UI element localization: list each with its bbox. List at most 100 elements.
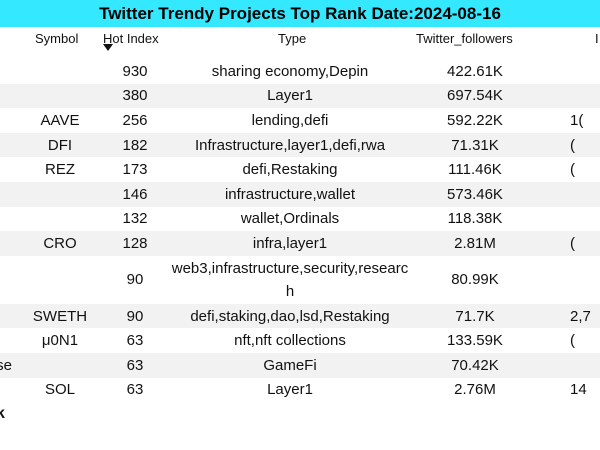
cell-hot-index: 128 [122,234,148,252]
cell-hot-index: 173 [122,161,148,179]
cell-symbol [20,182,100,207]
cell-type: Infrastructure,layer1,defi,rwa [194,136,386,154]
cell-name [0,207,12,232]
cell-symbol: μ0N1 [41,332,79,350]
cell-twitter-followers: 2.81M [454,234,496,252]
cell-name [0,256,12,304]
cell-hot-index: 256 [122,111,148,129]
cell-twitter-followers: 133.59K [447,332,503,350]
cell-symbol [20,84,100,109]
cell-type: infrastructure,wallet [224,185,356,203]
cell-extra: 14 [570,381,587,399]
cell-symbol [20,256,100,304]
cell-twitter-followers: 70.42K [451,356,499,374]
cell-hot-index: 63 [126,381,144,399]
cell-extra: ( [570,332,575,350]
cell-extra: 2,7 [570,307,591,325]
cell-extra: ( [570,136,575,154]
cell-symbol: SOL [44,381,75,399]
cell-extra [570,353,600,378]
cell-name [0,59,12,84]
cell-hot-index: 146 [122,185,148,203]
cell-twitter-followers: 80.99K [451,271,499,289]
cell-type: lending,defi [251,111,329,129]
cell-type: defi,Restaking [242,161,338,179]
cell-type: nft,nft collections [234,332,346,350]
cell-twitter-followers: 2.76M [454,381,496,399]
cell-twitter-followers: 111.46K [448,161,502,179]
cell-hot-index: 63 [126,356,144,374]
cell-extra [570,59,600,84]
column-header-twitter-followers[interactable]: Twitter_followers [416,31,513,46]
table-row: 132 wallet,Ordinals 118.38K [0,207,600,232]
cell-symbol: SWETH [32,307,88,325]
column-header-type[interactable]: Type [278,31,307,46]
cell-hot-index: 182 [122,136,148,154]
cell-twitter-followers: 592.22K [447,111,503,129]
table-row: AAVE 256 lending,defi 592.22K 1( [0,108,600,133]
cell-hot-index: 132 [122,210,148,228]
cell-symbol [20,207,100,232]
cell-name [0,182,12,207]
cell-name [0,157,12,182]
table-row: REZ 173 defi,Restaking 111.46K ( [0,157,600,182]
cell-extra: ( [570,161,575,179]
cell-type: infra,layer1 [252,234,328,252]
cell-name [0,328,12,353]
cell-type: defi,staking,dao,lsd,Restaking [190,307,390,325]
cell-type: GameFi [263,356,317,374]
cell-symbol: REZ [45,161,75,179]
column-header-hot-index[interactable]: Hot Index [103,31,159,46]
sort-descending-icon[interactable] [103,44,113,51]
cell-type: web3,infrastructure,security,research [171,259,409,300]
table-row: SWETH 90 defi,staking,dao,lsd,Restaking … [0,303,600,329]
table-body: 930 sharing economy,Depin 422.61K 380 La… [0,59,600,402]
cell-symbol: AAVE [40,111,80,129]
cell-name [0,108,12,133]
cell-name [0,378,12,403]
cell-extra [570,256,600,304]
table-row: 380 Layer1 697.54K [0,83,600,109]
cell-name [0,133,12,158]
cell-hot-index: 380 [122,87,148,105]
cell-type: Layer1 [267,87,313,105]
cell-name [0,84,12,109]
cell-hot-index: 930 [122,62,148,80]
column-header-symbol[interactable]: Symbol [35,31,79,46]
cell-symbol: CRO [43,234,77,252]
cell-extra: 1( [570,111,584,129]
cell-name [0,231,12,256]
cell-type: wallet,Ordinals [240,210,340,228]
cell-symbol [20,59,100,84]
footer-text-fragment: k [0,405,5,422]
table-row: 146 infrastructure,wallet 573.46K [0,181,600,207]
cell-hot-index: 90 [126,307,144,325]
table-header: Symbol Hot Index Type Twitter_followers … [0,27,600,59]
cell-extra [570,84,600,109]
table-row: se 63 GameFi 70.42K [0,352,600,378]
table-title: Twitter Trendy Projects Top Rank Date:20… [0,0,600,27]
cell-twitter-followers: 71.7K [455,307,495,325]
cell-extra [570,207,600,232]
cell-type: sharing economy,Depin [211,62,369,80]
cell-extra: ( [570,234,575,252]
table-row: SOL 63 Layer1 2.76M 14 [0,378,600,403]
cell-twitter-followers: 697.54K [447,87,503,105]
cell-type: Layer1 [267,381,313,399]
cell-name: se [0,356,12,374]
cell-name [0,304,12,329]
cell-twitter-followers: 573.46K [447,185,503,203]
table-row: μ0N1 63 nft,nft collections 133.59K ( [0,328,600,353]
table-row: DFI 182 Infrastructure,layer1,defi,rwa 7… [0,132,600,158]
cell-twitter-followers: 118.38K [447,210,503,228]
cell-hot-index: 63 [126,332,144,350]
cell-twitter-followers: 71.31K [451,136,499,154]
cell-twitter-followers: 422.61K [447,62,503,80]
table-row: 90 web3,infrastructure,security,research… [0,256,600,304]
cell-symbol [20,353,100,378]
cell-extra [570,182,600,207]
column-header-extra[interactable]: I [595,31,599,46]
table-row: CRO 128 infra,layer1 2.81M ( [0,231,600,256]
cell-symbol: DFI [47,136,73,154]
table-row: 930 sharing economy,Depin 422.61K [0,59,600,84]
